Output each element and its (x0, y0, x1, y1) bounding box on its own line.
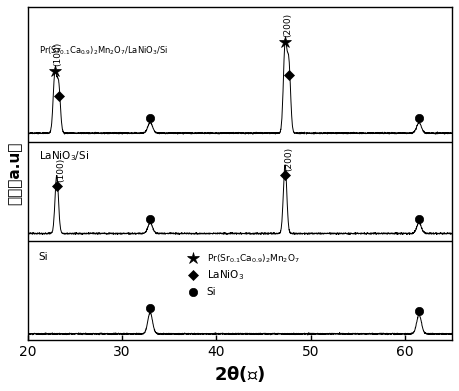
Text: Si: Si (39, 252, 49, 262)
Text: (200): (200) (283, 13, 292, 37)
Y-axis label: 强度（a.u）: 强度（a.u） (7, 142, 22, 205)
Text: Pr(Sr$_{0.1}$Ca$_{0.9}$)$_2$Mn$_2$O$_7$: Pr(Sr$_{0.1}$Ca$_{0.9}$)$_2$Mn$_2$O$_7$ (207, 252, 300, 265)
Text: LaNiO$_3$: LaNiO$_3$ (207, 268, 244, 282)
Text: (100): (100) (53, 41, 62, 66)
Text: Si: Si (207, 287, 216, 297)
Text: (200): (200) (284, 147, 293, 171)
Text: LaNiO$_3$/Si: LaNiO$_3$/Si (39, 149, 89, 163)
Text: (100): (100) (56, 158, 65, 182)
Text: Pr(Sr$_{0.1}$Ca$_{0.9}$)$_2$Mn$_2$O$_7$/LaNiO$_3$/Si: Pr(Sr$_{0.1}$Ca$_{0.9}$)$_2$Mn$_2$O$_7$/… (39, 45, 168, 57)
X-axis label: $\bf{2\theta}$$\bf{(}$度$\bf{)}$: $\bf{2\theta}$$\bf{(}$度$\bf{)}$ (214, 364, 265, 384)
